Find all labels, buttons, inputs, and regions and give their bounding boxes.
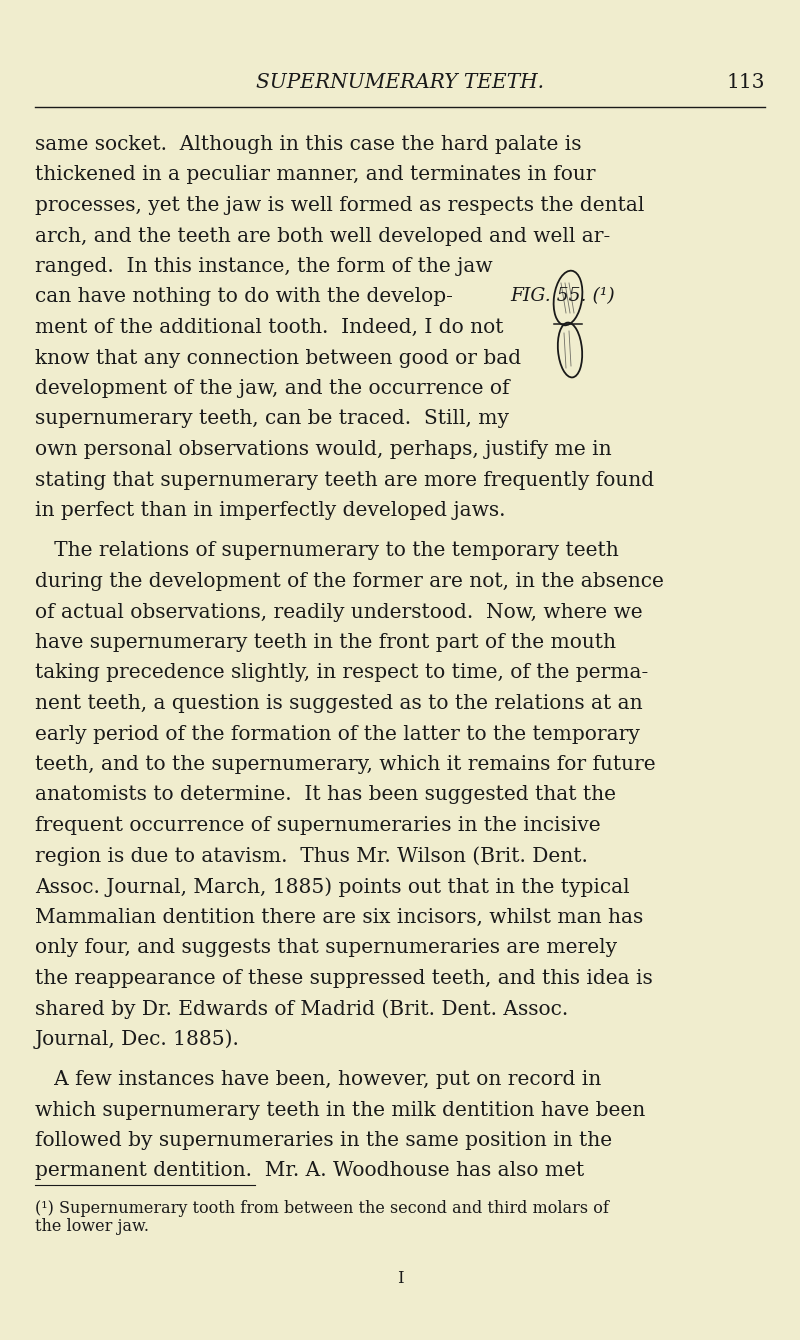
Text: Mammalian dentition there are six incisors, whilst man has: Mammalian dentition there are six inciso… xyxy=(35,907,643,926)
Text: only four, and suggests that supernumeraries are merely: only four, and suggests that supernumera… xyxy=(35,938,617,957)
Text: during the development of the former are not, in the absence: during the development of the former are… xyxy=(35,572,664,591)
Text: arch, and the teeth are both well developed and well ar-: arch, and the teeth are both well develo… xyxy=(35,226,610,245)
Text: know that any connection between good or bad: know that any connection between good or… xyxy=(35,348,521,367)
Text: The relations of supernumerary to the temporary teeth: The relations of supernumerary to the te… xyxy=(35,541,618,560)
Text: own personal observations would, perhaps, justify me in: own personal observations would, perhaps… xyxy=(35,440,612,460)
Text: the reappearance of these suppressed teeth, and this idea is: the reappearance of these suppressed tee… xyxy=(35,969,653,988)
Text: followed by supernumeraries in the same position in the: followed by supernumeraries in the same … xyxy=(35,1131,612,1150)
Text: development of the jaw, and the occurrence of: development of the jaw, and the occurren… xyxy=(35,379,510,398)
Text: which supernumerary teeth in the milk dentition have been: which supernumerary teeth in the milk de… xyxy=(35,1100,646,1119)
Text: shared by Dr. Edwards of Madrid (Brit. Dent. Assoc.: shared by Dr. Edwards of Madrid (Brit. D… xyxy=(35,1000,568,1018)
Text: can have nothing to do with the develop-: can have nothing to do with the develop- xyxy=(35,288,453,307)
Text: ranged.  In this instance, the form of the jaw: ranged. In this instance, the form of th… xyxy=(35,257,493,276)
Text: same socket.  Although in this case the hard palate is: same socket. Although in this case the h… xyxy=(35,135,582,154)
Text: early period of the formation of the latter to the temporary: early period of the formation of the lat… xyxy=(35,725,640,744)
Text: supernumerary teeth, can be traced.  Still, my: supernumerary teeth, can be traced. Stil… xyxy=(35,410,509,429)
Text: the lower jaw.: the lower jaw. xyxy=(35,1218,149,1235)
Text: A few instances have been, however, put on record in: A few instances have been, however, put … xyxy=(35,1071,602,1089)
Text: Assoc. Journal, March, 1885) points out that in the typical: Assoc. Journal, March, 1885) points out … xyxy=(35,876,630,896)
Text: stating that supernumerary teeth are more frequently found: stating that supernumerary teeth are mor… xyxy=(35,470,654,489)
Text: in perfect than in imperfectly developed jaws.: in perfect than in imperfectly developed… xyxy=(35,501,506,520)
Text: thickened in a peculiar manner, and terminates in four: thickened in a peculiar manner, and term… xyxy=(35,166,595,185)
Text: region is due to atavism.  Thus Mr. Wilson (Brit. Dent.: region is due to atavism. Thus Mr. Wilso… xyxy=(35,847,588,866)
Text: teeth, and to the supernumerary, which it remains for future: teeth, and to the supernumerary, which i… xyxy=(35,754,656,775)
Text: frequent occurrence of supernumeraries in the incisive: frequent occurrence of supernumeraries i… xyxy=(35,816,601,835)
Text: SUPERNUMERARY TEETH.: SUPERNUMERARY TEETH. xyxy=(256,72,544,91)
Text: ment of the additional tooth.  Indeed, I do not: ment of the additional tooth. Indeed, I … xyxy=(35,318,503,336)
Text: 113: 113 xyxy=(726,72,765,91)
Text: I: I xyxy=(397,1270,403,1286)
Text: anatomists to determine.  It has been suggested that the: anatomists to determine. It has been sug… xyxy=(35,785,616,804)
Text: taking precedence slightly, in respect to time, of the perma-: taking precedence slightly, in respect t… xyxy=(35,663,648,682)
Text: permanent dentition.  Mr. A. Woodhouse has also met: permanent dentition. Mr. A. Woodhouse ha… xyxy=(35,1162,584,1181)
Text: processes, yet the jaw is well formed as respects the dental: processes, yet the jaw is well formed as… xyxy=(35,196,644,214)
Text: of actual observations, readily understood.  Now, where we: of actual observations, readily understo… xyxy=(35,603,642,622)
Text: Journal, Dec. 1885).: Journal, Dec. 1885). xyxy=(35,1029,240,1049)
Text: (¹) Supernumerary tooth from between the second and third molars of: (¹) Supernumerary tooth from between the… xyxy=(35,1201,609,1217)
Text: FIG. 55. (¹): FIG. 55. (¹) xyxy=(510,288,614,306)
Text: have supernumerary teeth in the front part of the mouth: have supernumerary teeth in the front pa… xyxy=(35,632,616,653)
Text: nent teeth, a question is suggested as to the relations at an: nent teeth, a question is suggested as t… xyxy=(35,694,642,713)
